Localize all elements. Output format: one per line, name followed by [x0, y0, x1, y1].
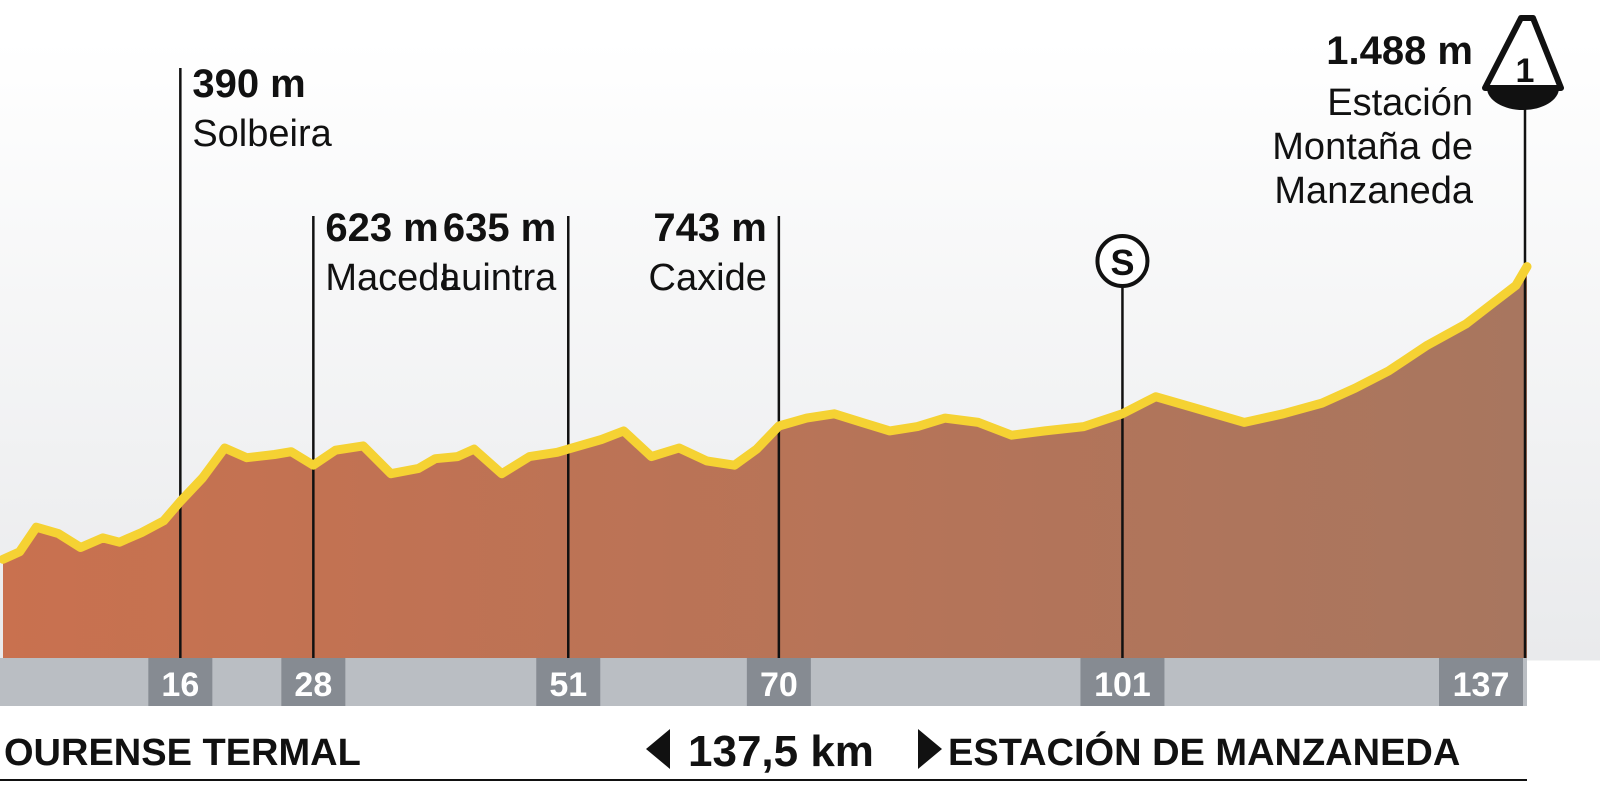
profile-line: [0, 262, 1532, 564]
km-label-28: 28: [294, 666, 332, 704]
km-box-51: [536, 658, 601, 706]
km-box-137: [1439, 658, 1523, 706]
km-label-16: 16: [161, 666, 199, 704]
km-labels: 16 28 51 70 101 137: [148, 658, 1523, 706]
sprint-icon: [1095, 234, 1150, 288]
km-label-51: 51: [549, 666, 587, 704]
km-box-101: [1080, 658, 1165, 706]
marker-name-16: Solbeira: [192, 113, 332, 155]
sprint-icon-letter: S: [1110, 242, 1134, 283]
marker-altitude-28: 623 m: [325, 206, 438, 250]
marker-altitude-51: 635 m: [443, 206, 556, 250]
mountain-category-number: 1: [1516, 52, 1535, 90]
km-label-137: 137: [1453, 666, 1510, 704]
arrow-left-icon: [646, 729, 670, 769]
km-label-70: 70: [760, 666, 798, 704]
profile-line-layer: [0, 262, 1532, 564]
marker-name-51: Luintra: [440, 257, 557, 299]
mountain-base-icon: [1487, 88, 1559, 110]
marker-name-28: Maceda: [325, 257, 461, 299]
marker-name-137-2: Manzaneda: [1274, 170, 1473, 212]
profile-area: [3, 266, 1527, 658]
stage-finish: ESTACIÓN DE MANZANEDA: [948, 730, 1460, 774]
stage-distance: 137,5 km: [688, 727, 874, 776]
stage-start: OURENSE TERMAL: [4, 732, 361, 774]
marker-name-137-0: Estación: [1327, 82, 1473, 124]
marker-altitude-70: 743 m: [653, 206, 766, 250]
km-box-70: [746, 658, 811, 706]
km-box-28: [281, 658, 346, 706]
arrow-right-icon: [918, 729, 942, 769]
marker-labels: 390 m Solbeira 623 m Maceda 635 m Luintra 743 …: [192, 15, 1564, 299]
profile-area-layer: [3, 266, 1527, 658]
km-label-101: 101: [1094, 666, 1151, 704]
marker-altitude-16: 390 m: [192, 62, 305, 106]
marker-name-70: Caxide: [649, 257, 767, 299]
marker-lines: [179, 68, 1527, 658]
marker-altitude-137: 1.488 m: [1326, 29, 1473, 73]
km-box-16: [148, 658, 213, 706]
marker-name-137-1: Montaña de: [1272, 126, 1473, 168]
